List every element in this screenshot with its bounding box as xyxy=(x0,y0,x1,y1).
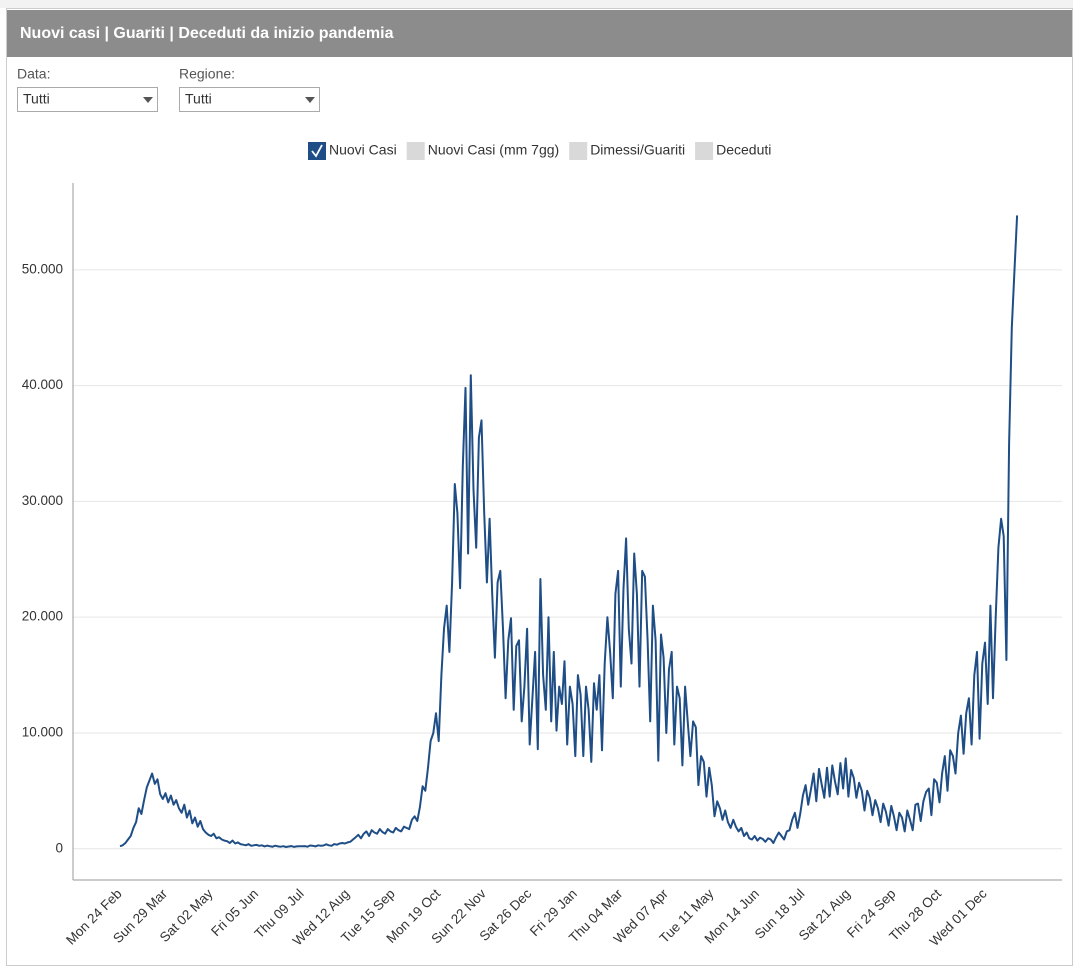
y-tick-label: 40.000 xyxy=(22,377,63,392)
legend-label: Dimessi/Guariti xyxy=(590,142,685,158)
legend-label: Nuovi Casi (mm 7gg) xyxy=(428,142,559,158)
y-tick-label: 50.000 xyxy=(22,261,63,276)
legend-label: Nuovi Casi xyxy=(329,142,397,158)
dropdown-value: Tutti xyxy=(185,91,212,107)
filter-label: Data: xyxy=(17,66,50,82)
y-tick-label: 10.000 xyxy=(22,725,63,740)
legend-checkbox[interactable] xyxy=(406,142,425,160)
dropdown-value: Tutti xyxy=(23,91,50,107)
dropdown-arrow xyxy=(305,97,315,103)
header-bar xyxy=(7,10,1072,57)
y-tick-label: 0 xyxy=(55,840,63,855)
y-tick-label: 30.000 xyxy=(22,493,63,508)
data-line xyxy=(119,215,1019,848)
dropdown[interactable] xyxy=(17,87,158,112)
filter-label: Regione: xyxy=(179,66,235,82)
y-tick-label: 20.000 xyxy=(22,609,63,624)
check-mark xyxy=(311,144,323,158)
legend-checkbox[interactable] xyxy=(569,142,588,160)
legend-checkbox[interactable] xyxy=(308,142,326,160)
legend-checkbox[interactable] xyxy=(695,142,714,160)
header-title: Nuovi casi | Guariti | Deceduti da inizi… xyxy=(20,25,394,42)
dropdown[interactable] xyxy=(179,87,320,112)
legend-label: Deceduti xyxy=(716,142,771,158)
dropdown-arrow xyxy=(143,97,153,103)
top-strip xyxy=(0,0,1073,8)
